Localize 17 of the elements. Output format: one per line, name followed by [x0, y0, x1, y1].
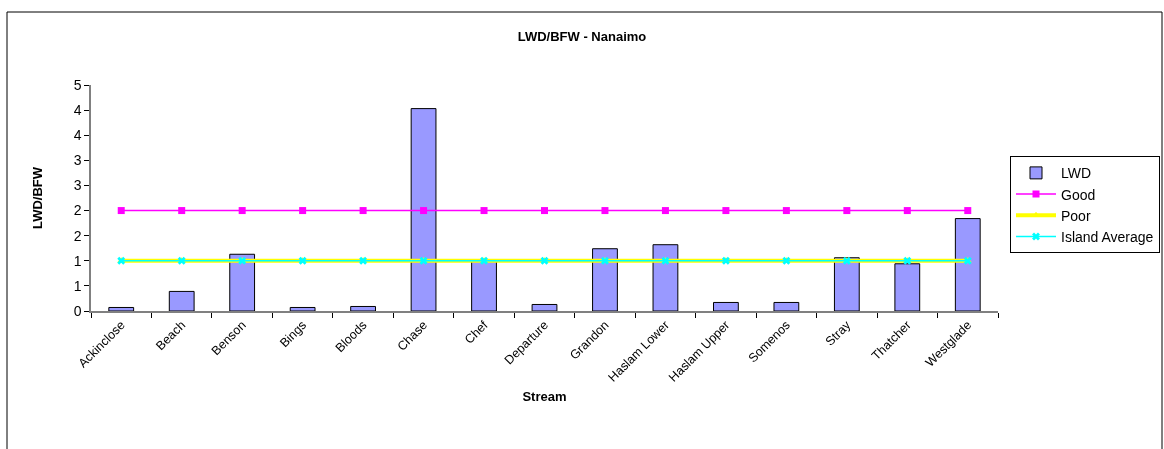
y-tick-label: 3: [73, 152, 82, 169]
y-tick-label: 0: [73, 302, 82, 319]
legend-label: Island Average: [1061, 228, 1154, 245]
legend-label: LWD: [1061, 165, 1092, 182]
y-tick-label: 1: [73, 277, 82, 294]
legend-label: Poor: [1061, 207, 1091, 224]
legend-label: Good: [1061, 186, 1096, 203]
y-tick-label: 4: [73, 127, 82, 144]
x-axis-title: Stream: [522, 388, 567, 404]
y-tick-label: 5: [73, 76, 82, 93]
y-tick-label: 4: [73, 102, 82, 119]
y-tick-label: 3: [73, 177, 82, 194]
y-tick-label: 2: [73, 227, 82, 244]
y-tick-label: 2: [73, 202, 82, 219]
y-axis-title: LWD/BFW: [30, 166, 46, 230]
y-tick-label: 1: [73, 252, 82, 269]
chart-title: LWD/BFW - Nanaimo: [517, 28, 647, 44]
